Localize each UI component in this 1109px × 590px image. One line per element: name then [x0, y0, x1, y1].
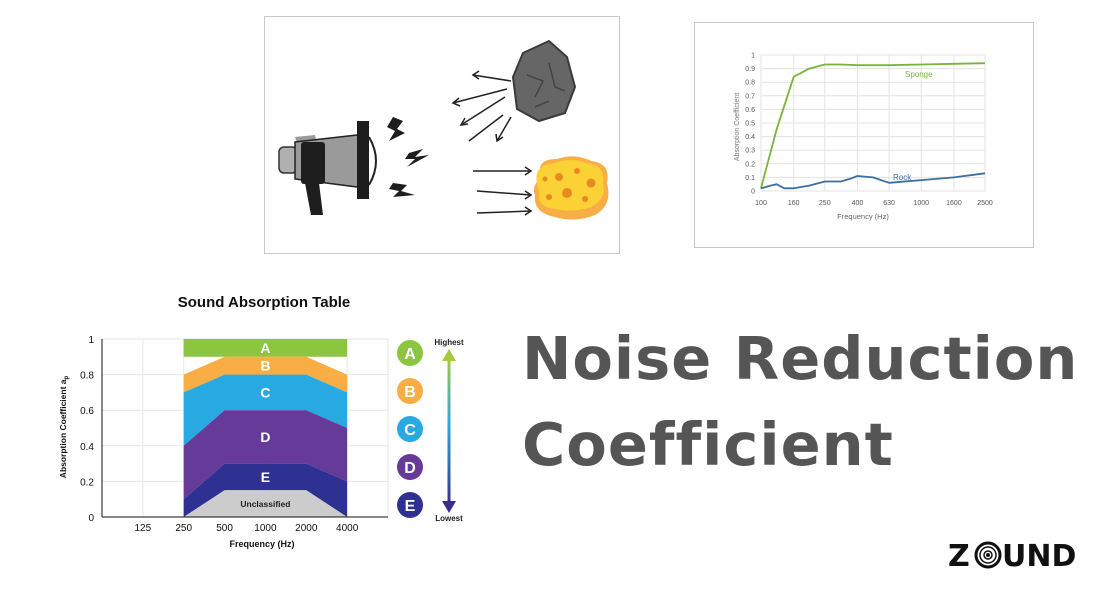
y-tick-label: 0.7: [745, 93, 755, 100]
scale-bar: [447, 357, 451, 507]
y-axis-label: Absorption Coefficient ap: [58, 375, 70, 478]
legend-label-a: A: [404, 346, 416, 363]
y-tick-label: 0: [751, 189, 755, 196]
x-tick-labels: 100 160 250 400 630 1000 1600 2500: [755, 200, 993, 207]
y-tick-labels: 0 0.2 0.4 0.6 0.8 1: [80, 335, 94, 524]
x-tick-label: 2500: [977, 200, 993, 207]
band-a: [183, 339, 348, 357]
y-tick-label: 0.2: [745, 161, 755, 168]
legend-label-d: D: [404, 460, 416, 477]
y-tick-label: 0: [88, 513, 94, 524]
class-band-labels: ABC D E Unclassified: [240, 340, 290, 509]
band-b: [183, 356, 348, 393]
y-tick-label: 0.1: [745, 175, 755, 182]
band-label-e: E: [261, 469, 270, 485]
y-axis-label: Absorption Coefficient: [734, 93, 741, 161]
x-tick-labels: 125 250 500 1000 2000 4000: [135, 523, 359, 534]
y-tick-label: 1: [88, 335, 94, 346]
x-tick-label: 125: [135, 523, 152, 534]
sound-reflection-illustration: [264, 16, 620, 254]
x-tick-label: 2000: [295, 523, 318, 534]
x-tick-label: 630: [883, 200, 895, 207]
x-tick-label: 100: [755, 200, 767, 207]
chart-axes: [101, 339, 388, 518]
y-tick-label: 0.6: [745, 107, 755, 114]
legend-circle-d: [397, 454, 423, 480]
sponge-rock-line-chart: 100 160 250 400 630 1000 1600 2500 0 0.1 0.2 0.3 0.…: [734, 53, 993, 222]
scale-bottom-label: Lowest: [435, 514, 463, 523]
sound-absorption-table-chart: Sound Absorption Table A B C D E Unclassified…: [40, 285, 480, 555]
x-tick-label: 250: [819, 200, 831, 207]
x-tick-label: 1000: [254, 523, 277, 534]
y-tick-label: 0.5: [745, 121, 755, 128]
sound-ring-icon: [974, 541, 1002, 569]
x-tick-label: 4000: [336, 523, 359, 534]
band-unclassified: [183, 490, 348, 517]
y-axis-label-subscript: p: [64, 375, 70, 379]
y-tick-label: 0.8: [80, 371, 94, 382]
logo-text-end: UND: [1002, 539, 1076, 574]
x-tick-label: 1600: [946, 200, 962, 207]
band-label-c: C: [260, 384, 270, 400]
rock-icon: [511, 39, 577, 123]
rock-series-line: [760, 172, 986, 190]
sponge-series-line: [760, 62, 986, 189]
rating-scale: Highest Lowest: [434, 338, 464, 523]
chart-series: [760, 62, 986, 190]
sponge-icon: [533, 156, 609, 220]
band-d: [183, 410, 348, 500]
absorption-arrows: [473, 166, 533, 216]
chart-gridlines: [760, 54, 986, 192]
arrow-up-icon: [442, 349, 456, 361]
zound-logo: Z UND: [948, 536, 1083, 576]
series-label-rock: Rock: [893, 173, 912, 182]
sound-wave-icon: [387, 117, 429, 197]
legend-circle-a: [397, 340, 423, 366]
x-tick-label: 1000: [913, 200, 929, 207]
band-label-a: A: [260, 340, 270, 356]
x-tick-label: 500: [216, 523, 233, 534]
chart-title: Sound Absorption Table: [178, 294, 351, 311]
x-tick-label: 250: [175, 523, 192, 534]
y-tick-labels: 0 0.1 0.2 0.3 0.4 0.5 0.6 0.7 0.8 0.9 1: [745, 53, 755, 196]
x-axis-label: Frequency (Hz): [837, 212, 889, 221]
x-tick-label: 160: [788, 200, 800, 207]
y-tick-label: 0.4: [745, 134, 755, 141]
legend-label-e: E: [405, 498, 416, 515]
x-tick-label: 400: [852, 200, 864, 207]
x-axis-label: Frequency (Hz): [229, 539, 294, 549]
megaphone-icon: [278, 121, 377, 215]
series-label-sponge: Sponge: [905, 70, 933, 79]
scale-top-label: Highest: [434, 338, 464, 347]
legend-circle-e: [397, 492, 423, 518]
sponge-rock-chart-panel: 100 160 250 400 630 1000 1600 2500 0 0.1 0.2 0.3 0.…: [694, 22, 1034, 248]
headline-line-2: Coefficient: [522, 410, 894, 479]
absorption-class-bands: [183, 339, 348, 517]
legend-label-b: B: [404, 384, 416, 401]
band-label-unclassified: Unclassified: [240, 499, 290, 509]
y-tick-label: 0.2: [80, 477, 94, 488]
arrow-down-icon: [442, 501, 456, 513]
y-tick-label: 0.3: [745, 148, 755, 155]
y-tick-label: 0.9: [745, 66, 755, 73]
logo-text-start: Z: [948, 539, 970, 574]
headline-line-1: Noise Reduction: [522, 324, 1079, 393]
y-axis-label-main: Absorption Coefficient a: [58, 379, 68, 478]
legend-circle-c: [397, 416, 423, 442]
legend-label-c: C: [404, 422, 416, 439]
y-tick-label: 1: [751, 53, 755, 60]
reflection-arrows: [451, 70, 512, 143]
band-label-d: D: [260, 429, 270, 445]
y-tick-label: 0.8: [745, 80, 755, 87]
legend-circle-b: [397, 378, 423, 404]
y-tick-label: 0.4: [80, 442, 94, 453]
band-label-b: B: [260, 358, 270, 374]
class-legend: A B C D E: [397, 340, 423, 518]
y-tick-label: 0.6: [80, 406, 94, 417]
band-e: [183, 463, 348, 517]
